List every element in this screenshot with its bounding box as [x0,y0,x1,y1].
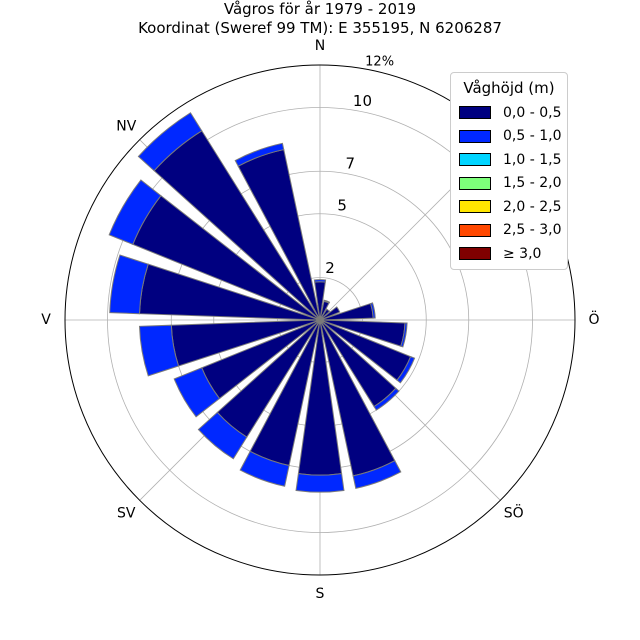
direction-label: NV [116,118,136,134]
legend-entry: 0,5 - 1,0 [459,125,562,149]
wedge-bar-dir200-bin1 [239,450,290,487]
wedge-bar-dir0-bin1 [313,279,327,283]
wedge-bar-dir280-bin1 [109,254,149,315]
legend-label: 0,0 - 0,5 [503,104,562,121]
legend-entry: 0,0 - 0,5 [459,101,562,125]
direction-label: S [316,586,325,602]
legend-entries: 0,0 - 0,5 0,5 - 1,0 1,0 - 1,5 1,5 - 2,0 2,0 … [459,101,562,266]
wedge-bar-dir120-bin1 [396,355,416,384]
legend-swatch [459,129,491,143]
wedge-bar-dir240-bin1 [173,367,221,418]
wedge-bar-dir100-bin1 [400,322,408,348]
radial-tick-label: 2 [325,259,335,277]
legend-entry: 2,5 - 3,0 [459,219,562,243]
chart-title-block: Vågros för år 1979 - 2019 Koordinat (Swe… [0,0,640,38]
legend-entry: 1,0 - 1,5 [459,148,562,172]
legend-label: 2,0 - 2,5 [503,198,562,215]
chart-subtitle: Koordinat (Sweref 99 TM): E 355195, N 62… [138,19,502,37]
legend-label: ≥ 3,0 [503,245,542,262]
legend-entry: 1,5 - 2,0 [459,172,562,196]
legend-swatch [459,176,491,190]
direction-label: N [315,38,325,54]
legend-swatch [459,153,491,167]
radial-tick-label: 12% [365,54,394,69]
wedge-bar-dir300-bin1 [108,179,162,246]
legend-entry: 2,0 - 2,5 [459,195,562,219]
radial-tick-label: 7 [346,155,356,173]
wedge-bar-dir80-bin1 [369,302,376,319]
radial-tick-label: 5 [337,196,347,214]
wedge-bar-dir340-bin1 [234,142,285,167]
direction-label: Ö [588,310,599,328]
legend: Våghöjd (m) 0,0 - 0,5 0,5 - 1,0 1,0 - 1,5 1… [450,72,568,270]
legend-label: 2,5 - 3,0 [503,222,562,239]
legend-label: 0,5 - 1,0 [503,128,562,145]
wedge-bar-dir60-bin0 [319,306,341,321]
legend-swatch [459,223,491,237]
direction-label: SV [117,506,136,522]
radial-tick-label: 10 [353,92,372,110]
wedge-bar-dir180-bin1 [295,473,345,493]
direction-label: V [41,312,51,328]
wedge-bar-dir220-bin1 [197,411,248,460]
legend-entry: ≥ 3,0 [459,242,559,266]
chart-title: Vågros för år 1979 - 2019 [223,0,417,18]
wedge-bar-dir160-bin1 [352,460,402,489]
bars-layer [108,112,416,493]
legend-title: Våghöjd (m) [463,79,555,97]
wedge-bar-dir140-bin1 [373,387,400,411]
legend-swatch [459,106,491,120]
ring-gridline [107,107,533,533]
legend-label: 1,5 - 2,0 [503,175,562,192]
legend-swatch [459,200,491,214]
legend-label: 1,0 - 1,5 [503,151,562,168]
wedge-bar-dir260-bin1 [138,324,180,377]
wedge-bar-dir40-bin0 [319,308,331,321]
wedge-bar-dir320-bin1 [137,112,203,172]
outer-circle [64,64,576,576]
legend-swatch [459,247,491,261]
wedge-bar-dir20-bin1 [323,299,331,304]
direction-label: SÖ [504,504,524,522]
